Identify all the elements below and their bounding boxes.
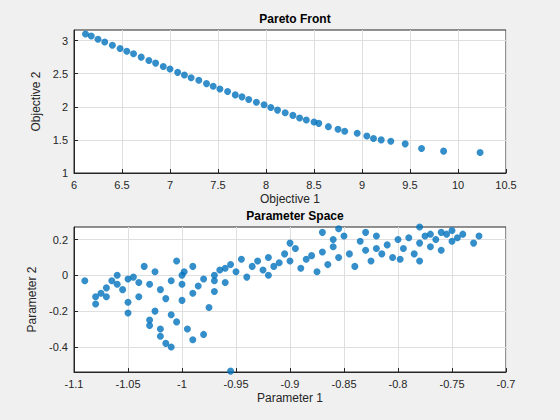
svg-text:1.5: 1.5	[53, 134, 68, 146]
svg-text:0.2: 0.2	[53, 234, 68, 246]
svg-text:10.5: 10.5	[495, 179, 516, 191]
svg-text:8.5: 8.5	[306, 179, 321, 191]
svg-text:Pareto Front: Pareto Front	[259, 12, 330, 26]
svg-text:2: 2	[62, 101, 68, 113]
svg-text:Parameter Space: Parameter Space	[246, 209, 344, 223]
svg-text:Parameter 2: Parameter 2	[25, 266, 39, 332]
svg-text:-1: -1	[177, 378, 187, 390]
svg-text:Objective 2: Objective 2	[29, 71, 43, 131]
svg-text:-0.8: -0.8	[389, 378, 408, 390]
svg-text:3: 3	[62, 35, 68, 47]
svg-text:6: 6	[71, 179, 77, 191]
svg-text:-0.2: -0.2	[49, 305, 68, 317]
svg-text:-0.9: -0.9	[281, 378, 300, 390]
svg-text:-0.75: -0.75	[439, 378, 464, 390]
svg-text:6.5: 6.5	[114, 179, 129, 191]
svg-text:2.5: 2.5	[53, 68, 68, 80]
svg-text:10: 10	[452, 179, 464, 191]
svg-text:-0.4: -0.4	[49, 341, 68, 353]
svg-text:7: 7	[167, 179, 173, 191]
svg-text:-1.05: -1.05	[115, 378, 140, 390]
svg-text:-0.95: -0.95	[223, 378, 248, 390]
svg-text:Objective 1: Objective 1	[260, 192, 320, 206]
svg-text:8: 8	[263, 179, 269, 191]
svg-text:9: 9	[359, 179, 365, 191]
svg-text:-1.1: -1.1	[65, 378, 84, 390]
svg-text:Parameter 1: Parameter 1	[257, 391, 323, 405]
svg-text:-0.7: -0.7	[497, 378, 516, 390]
svg-text:-0.85: -0.85	[331, 378, 356, 390]
svg-text:1: 1	[62, 167, 68, 179]
svg-text:0: 0	[62, 269, 68, 281]
svg-text:7.5: 7.5	[210, 179, 225, 191]
svg-text:9.5: 9.5	[402, 179, 417, 191]
